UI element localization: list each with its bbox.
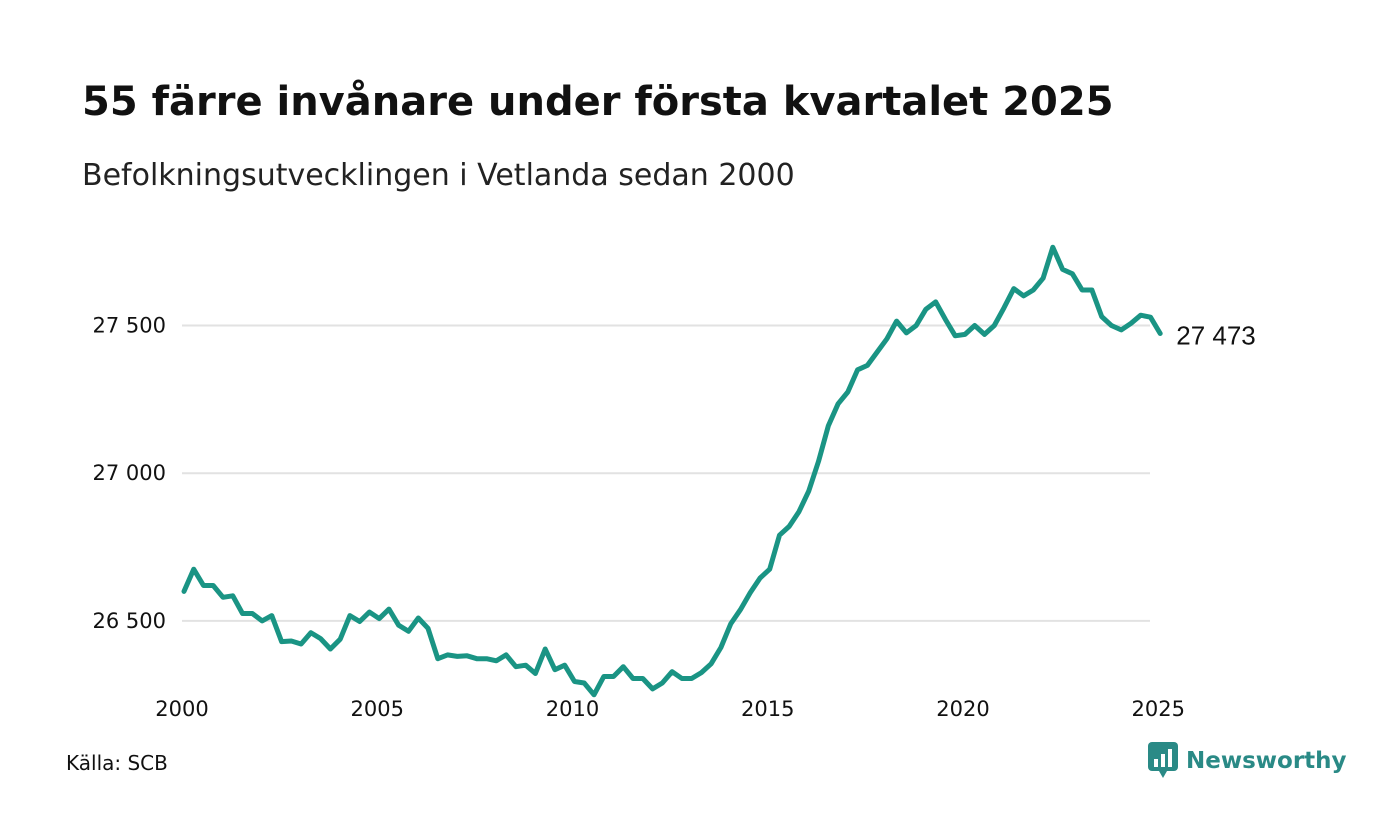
x-tick-label: 2025 [1132,697,1185,721]
x-axis-tick-labels: 2000 2005 2010 2015 2020 2025 [155,697,1185,721]
population-line [181,244,1163,698]
brand-name: Newsworthy [1186,748,1347,774]
x-tick-label: 2000 [155,697,208,721]
source-note: Källa: SCB [66,751,168,775]
y-tick-label: 27 500 [93,313,166,337]
y-axis-tick-labels: 26 500 27 000 27 500 [93,313,166,632]
x-tick-label: 2020 [936,697,989,721]
series-layer [181,244,1163,698]
x-tick-label: 2015 [741,697,794,721]
newsworthy-brand[interactable]: Newsworthy [1148,742,1347,780]
newsworthy-logo-icon [1148,742,1178,778]
end-value-label: 27 473 [1176,320,1256,350]
end-label-layer: 27 473 [1176,320,1256,350]
gridlines [182,324,1150,622]
chart-subtitle: Befolkningsutvecklingen i Vetlanda sedan… [82,158,795,193]
chart-title: 55 färre invånare under första kvartalet… [82,79,1114,125]
x-tick-label: 2010 [546,697,599,721]
x-tick-label: 2005 [351,697,404,721]
y-tick-label: 27 000 [93,461,166,485]
y-tick-label: 26 500 [93,609,166,633]
